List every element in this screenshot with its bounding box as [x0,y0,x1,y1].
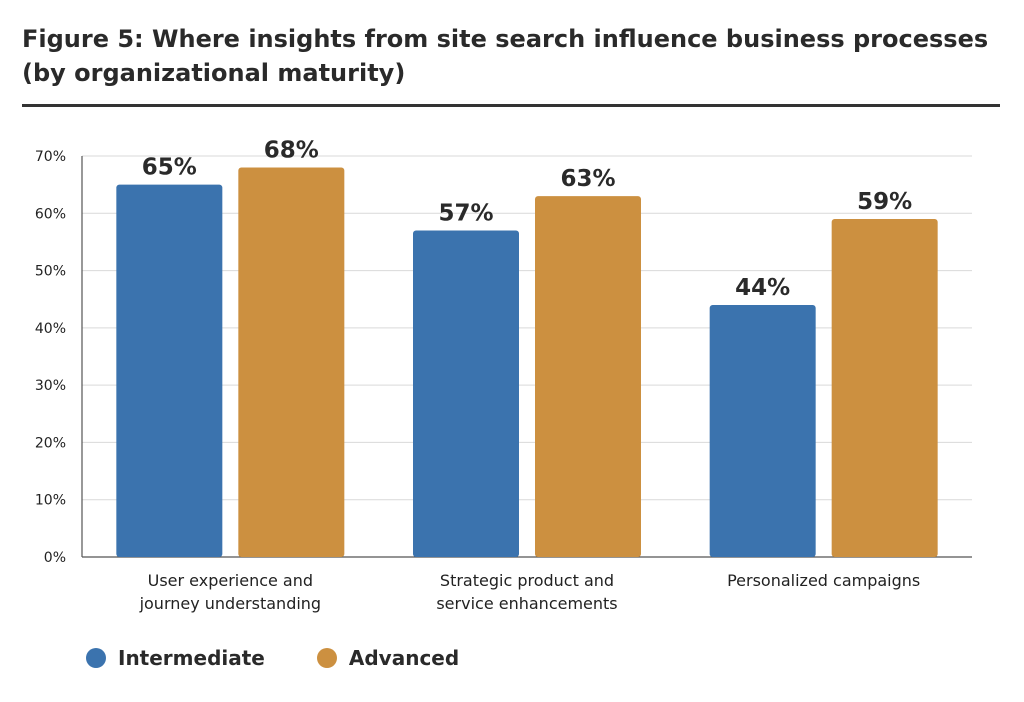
y-tick-label: 0% [44,550,66,566]
chart-title-line-1: Figure 5: Where insights from site searc… [22,25,989,53]
y-tick-label: 50% [35,264,66,280]
x-category-label: journey understanding [139,594,322,613]
data-label-advanced-3: 59% [857,189,912,215]
data-label-advanced-1: 68% [264,137,319,163]
legend-swatch-intermediate [86,648,106,668]
x-category-label: service enhancements [436,594,617,613]
data-label-intermediate-2: 57% [438,200,493,226]
bar-advanced-2 [535,196,641,557]
y-tick-label: 30% [35,378,66,394]
chart-legend: Intermediate Advanced [86,646,511,670]
data-label-advanced-2: 63% [560,166,615,192]
x-category-label: User experience and [148,571,313,590]
y-tick-label: 20% [35,435,66,451]
data-label-intermediate-1: 65% [142,155,197,181]
legend-item-intermediate: Intermediate [86,646,265,670]
bar-intermediate-3 [709,304,816,557]
bar-advanced-3 [831,219,938,557]
chart-title-line-2: (by organizational maturity) [22,59,406,87]
title-divider [22,104,1000,107]
y-tick-label: 70% [35,149,66,165]
legend-label-advanced: Advanced [348,646,460,670]
y-tick-label: 10% [35,493,66,509]
x-category-label: Strategic product and [440,571,614,590]
bar-chart: 0% 10% 20% 30% 40% 50% 60% 70% 65% 68% User experi… [35,137,972,613]
x-category-label: Personalized campaigns [727,571,920,590]
data-label-intermediate-3: 44% [735,275,790,301]
bar-intermediate-2 [413,230,519,557]
chart-title: Figure 5: Where insights from site searc… [22,22,1002,90]
bar-intermediate-1 [116,184,223,557]
bar-advanced-1 [238,167,345,557]
legend-item-advanced: Advanced [316,646,460,670]
legend-label-intermediate: Intermediate [118,646,265,670]
y-tick-label: 60% [35,206,66,222]
y-tick-label: 40% [35,321,66,337]
legend-swatch-advanced [316,648,337,668]
